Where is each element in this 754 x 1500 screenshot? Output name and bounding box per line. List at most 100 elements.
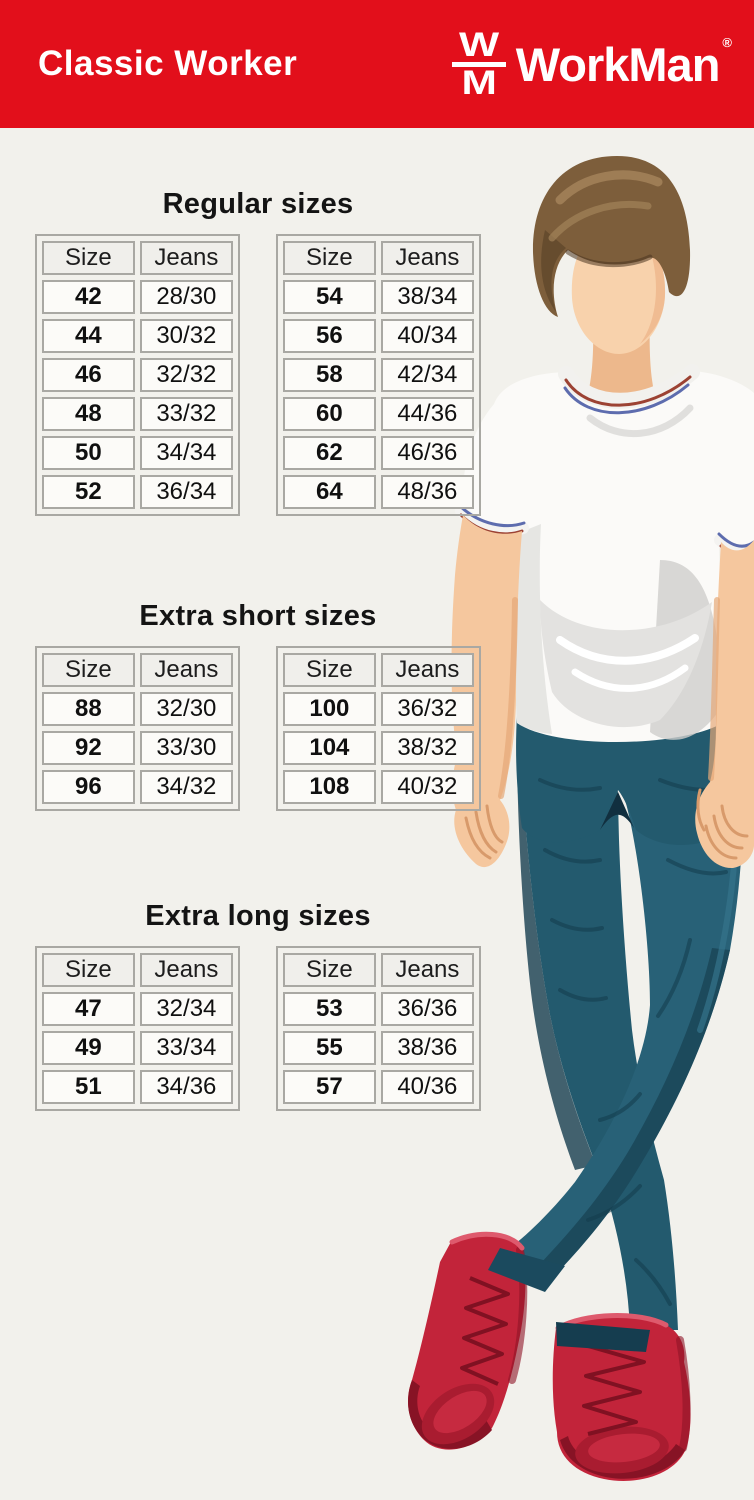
- column-header-size: Size: [42, 241, 135, 275]
- section-title: Regular sizes: [162, 188, 354, 220]
- size-cell: 46: [42, 358, 135, 392]
- jeans-cell: 33/34: [139, 1031, 233, 1065]
- table-row: 53 36/36: [283, 992, 474, 1026]
- size-cell: 56: [283, 319, 376, 353]
- table-row: 92 33/30: [42, 731, 233, 765]
- column-header-size: Size: [42, 653, 135, 687]
- jeans-cell: 32/32: [139, 358, 233, 392]
- jeans-cell: 32/34: [139, 992, 233, 1026]
- table-row: 88 32/30: [42, 692, 233, 726]
- section-title: Extra long sizes: [145, 900, 371, 932]
- size-cell: 52: [42, 475, 135, 509]
- header-bar: Classic Worker W M WorkMan ®: [0, 0, 754, 128]
- size-cell: 108: [283, 770, 376, 804]
- size-cell: 57: [283, 1070, 376, 1104]
- jeans-cell: 34/36: [139, 1070, 233, 1104]
- column-header-jeans: Jeans: [139, 241, 233, 275]
- column-header-jeans: Jeans: [380, 653, 474, 687]
- jeans-cell: 33/30: [139, 731, 233, 765]
- table-row: 58 42/34: [283, 358, 474, 392]
- size-chart-table: Size Jeans 88 32/30 92 33/30 96 34/32: [35, 646, 240, 811]
- model-shirt: [461, 371, 754, 743]
- table-row: 64 48/36: [283, 475, 474, 509]
- jeans-cell: 42/34: [380, 358, 474, 392]
- column-header-size: Size: [283, 241, 376, 275]
- jeans-cell: 38/34: [380, 280, 474, 314]
- jeans-cell: 32/30: [139, 692, 233, 726]
- table-row: 108 40/32: [283, 770, 474, 804]
- size-cell: 44: [42, 319, 135, 353]
- jeans-cell: 46/36: [380, 436, 474, 470]
- table-row: 104 38/32: [283, 731, 474, 765]
- column-header-jeans: Jeans: [139, 653, 233, 687]
- size-cell: 51: [42, 1070, 135, 1104]
- registered-trademark-icon: ®: [722, 34, 732, 50]
- table-row: 55 38/36: [283, 1031, 474, 1065]
- model-jeans: [504, 714, 744, 1330]
- section-title: Extra short sizes: [139, 600, 377, 632]
- product-line-title: Classic Worker: [38, 44, 298, 83]
- size-cell: 96: [42, 770, 135, 804]
- table-row: 47 32/34: [42, 992, 233, 1026]
- size-cell: 53: [283, 992, 376, 1026]
- tables-row: Size Jeans 47 32/34 49 33/34 51 34/36 Size Je…: [35, 946, 481, 1111]
- section-extra-long-sizes: Extra long sizes Size Jeans 47 32/34 49 33/…: [35, 900, 481, 1111]
- jeans-cell: 34/32: [139, 770, 233, 804]
- jeans-cell: 48/36: [380, 475, 474, 509]
- size-chart-table: Size Jeans 53 36/36 55 38/36 57 40/36: [276, 946, 481, 1111]
- size-cell: 58: [283, 358, 376, 392]
- model-boots: [408, 1231, 691, 1481]
- table-row: 60 44/36: [283, 397, 474, 431]
- jeans-cell: 33/32: [139, 397, 233, 431]
- section-regular-sizes: Regular sizes Size Jeans 42 28/30 44 30/32 4…: [35, 188, 481, 516]
- jeans-cell: 38/36: [380, 1031, 474, 1065]
- size-cell: 48: [42, 397, 135, 431]
- table-row: 56 40/34: [283, 319, 474, 353]
- jeans-cell: 36/36: [380, 992, 474, 1026]
- size-cell: 64: [283, 475, 376, 509]
- size-chart-table: Size Jeans 47 32/34 49 33/34 51 34/36: [35, 946, 240, 1111]
- table-row: 57 40/36: [283, 1070, 474, 1104]
- column-header-jeans: Jeans: [139, 953, 233, 987]
- jeans-cell: 40/36: [380, 1070, 474, 1104]
- table-row: 52 36/34: [42, 475, 233, 509]
- tables-row: Size Jeans 42 28/30 44 30/32 46 32/32 48 33/32 5…: [35, 234, 481, 516]
- size-cell: 54: [283, 280, 376, 314]
- size-cell: 92: [42, 731, 135, 765]
- table-row: 44 30/32: [42, 319, 233, 353]
- size-cell: 42: [42, 280, 135, 314]
- size-chart-table: Size Jeans 54 38/34 56 40/34 58 42/34 60 44/36 6…: [276, 234, 481, 516]
- column-header-jeans: Jeans: [380, 241, 474, 275]
- size-cell: 47: [42, 992, 135, 1026]
- table-row: 62 46/36: [283, 436, 474, 470]
- table-row: 54 38/34: [283, 280, 474, 314]
- jeans-cell: 38/32: [380, 731, 474, 765]
- size-cell: 62: [283, 436, 376, 470]
- monogram-bottom-letter: M: [461, 63, 497, 102]
- table-row: 46 32/32: [42, 358, 233, 392]
- brand-name-wrap: WorkMan ®: [515, 35, 732, 91]
- jeans-cell: 36/32: [380, 692, 474, 726]
- size-cell: 50: [42, 436, 135, 470]
- size-cell: 88: [42, 692, 135, 726]
- table-row: 96 34/32: [42, 770, 233, 804]
- column-header-size: Size: [283, 953, 376, 987]
- column-header-size: Size: [42, 953, 135, 987]
- brand-name: WorkMan: [515, 37, 721, 91]
- size-chart-table: Size Jeans 42 28/30 44 30/32 46 32/32 48 33/32 5…: [35, 234, 240, 516]
- table-row: 42 28/30: [42, 280, 233, 314]
- size-cell: 100: [283, 692, 376, 726]
- size-cell: 49: [42, 1031, 135, 1065]
- column-header-jeans: Jeans: [380, 953, 474, 987]
- jeans-cell: 30/32: [139, 319, 233, 353]
- table-row: 51 34/36: [42, 1070, 233, 1104]
- monogram-divider: [451, 61, 506, 67]
- jeans-cell: 40/32: [380, 770, 474, 804]
- model-hair: [532, 156, 691, 317]
- monogram-top-letter: W: [458, 25, 499, 64]
- brand-logo: W M WorkMan ®: [451, 25, 732, 102]
- size-cell: 55: [283, 1031, 376, 1065]
